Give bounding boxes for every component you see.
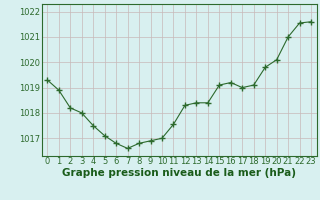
X-axis label: Graphe pression niveau de la mer (hPa): Graphe pression niveau de la mer (hPa) <box>62 168 296 178</box>
